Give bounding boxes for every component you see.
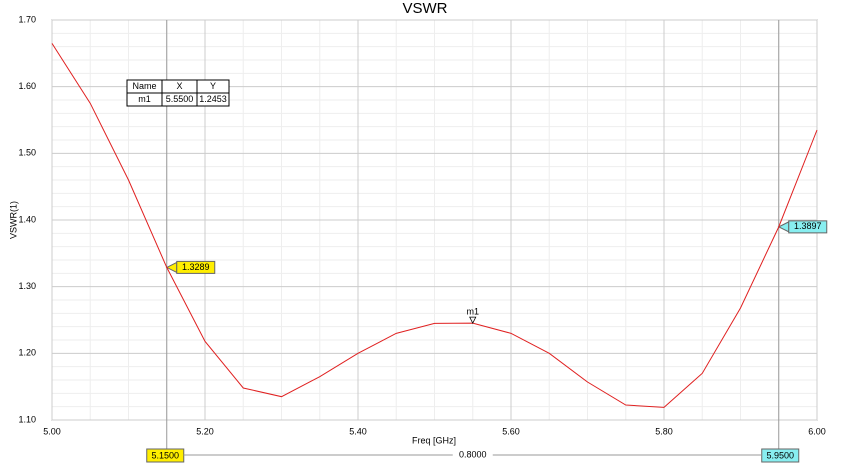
cursor-value: 1.3289 xyxy=(182,262,210,272)
x-tick-label: 6.00 xyxy=(808,426,826,436)
cursor-x-label: 5.1500 xyxy=(151,450,179,460)
table-cell: m1 xyxy=(138,94,151,104)
marker-name: m1 xyxy=(466,307,479,317)
y-tick-label: 1.50 xyxy=(18,148,36,158)
x-axis-label: Freq [GHz] xyxy=(412,435,456,445)
y-tick-label: 1.60 xyxy=(18,81,36,91)
y-axis-label: VSWR(1) xyxy=(8,201,18,239)
table-cell: 1.2453 xyxy=(199,94,227,104)
chart-title: VSWR xyxy=(403,0,448,17)
table-cell: 5.5500 xyxy=(166,94,194,104)
x-tick-label: 5.60 xyxy=(502,426,520,436)
y-tick-label: 1.30 xyxy=(18,281,36,291)
series-line xyxy=(51,43,818,408)
y-tick-label: 1.40 xyxy=(18,214,36,224)
cursor-x-label: 5.9500 xyxy=(766,450,794,460)
x-tick-label: 5.20 xyxy=(196,426,214,436)
cursor-value-box xyxy=(788,220,828,234)
y-tick-label: 1.20 xyxy=(18,348,36,358)
x-tick-label: 5.40 xyxy=(349,426,367,436)
delta-label: 0.8000 xyxy=(459,449,487,459)
y-tick-label: 1.70 xyxy=(18,14,36,24)
x-tick-label: 5.80 xyxy=(655,426,673,436)
y-tick-label: 1.10 xyxy=(18,414,36,424)
table-header: Y xyxy=(210,81,216,91)
x-tick-label: 5.00 xyxy=(43,426,61,436)
marker-symbol xyxy=(469,316,477,325)
cursor-value: 1.3897 xyxy=(794,221,822,231)
table-header: X xyxy=(176,81,182,91)
delta-box xyxy=(452,449,493,461)
table-header: Name xyxy=(132,81,156,91)
cursor-value-box xyxy=(176,260,216,274)
